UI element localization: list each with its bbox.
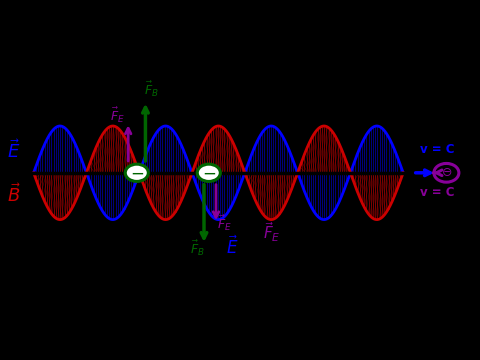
Circle shape xyxy=(197,164,220,181)
Text: The Electric Field Effect on an Electron: The Electric Field Effect on an Electron xyxy=(12,38,468,58)
Text: $q$: $q$ xyxy=(275,260,287,278)
Text: v = C: v = C xyxy=(420,186,455,199)
Text: $\vec{F}_E$: $\vec{F}_E$ xyxy=(217,213,232,233)
Text: $\vec{F}_E$: $\vec{F}_E$ xyxy=(263,220,281,244)
Text: $F = q\,E$: $F = q\,E$ xyxy=(226,276,281,298)
Text: $\ominus$: $\ominus$ xyxy=(441,166,452,179)
Text: $\vec{F}_E$: $\vec{F}_E$ xyxy=(110,105,125,125)
Circle shape xyxy=(125,164,148,181)
Text: $=$: $=$ xyxy=(247,240,264,258)
Text: $\vec{F}_B$: $\vec{F}_B$ xyxy=(190,239,204,258)
Text: $\vec{E}$: $\vec{E}$ xyxy=(7,140,21,162)
Text: v = C: v = C xyxy=(420,143,455,156)
Text: $\vec{B}$: $\vec{B}$ xyxy=(7,183,21,206)
Text: $\vec{E}$: $\vec{E}$ xyxy=(226,235,238,258)
Text: $\vec{F}_B$: $\vec{F}_B$ xyxy=(144,80,159,99)
Text: $F = ?$: $F = ?$ xyxy=(58,242,107,261)
Text: $-$: $-$ xyxy=(202,164,216,182)
Text: $-$: $-$ xyxy=(130,164,144,182)
